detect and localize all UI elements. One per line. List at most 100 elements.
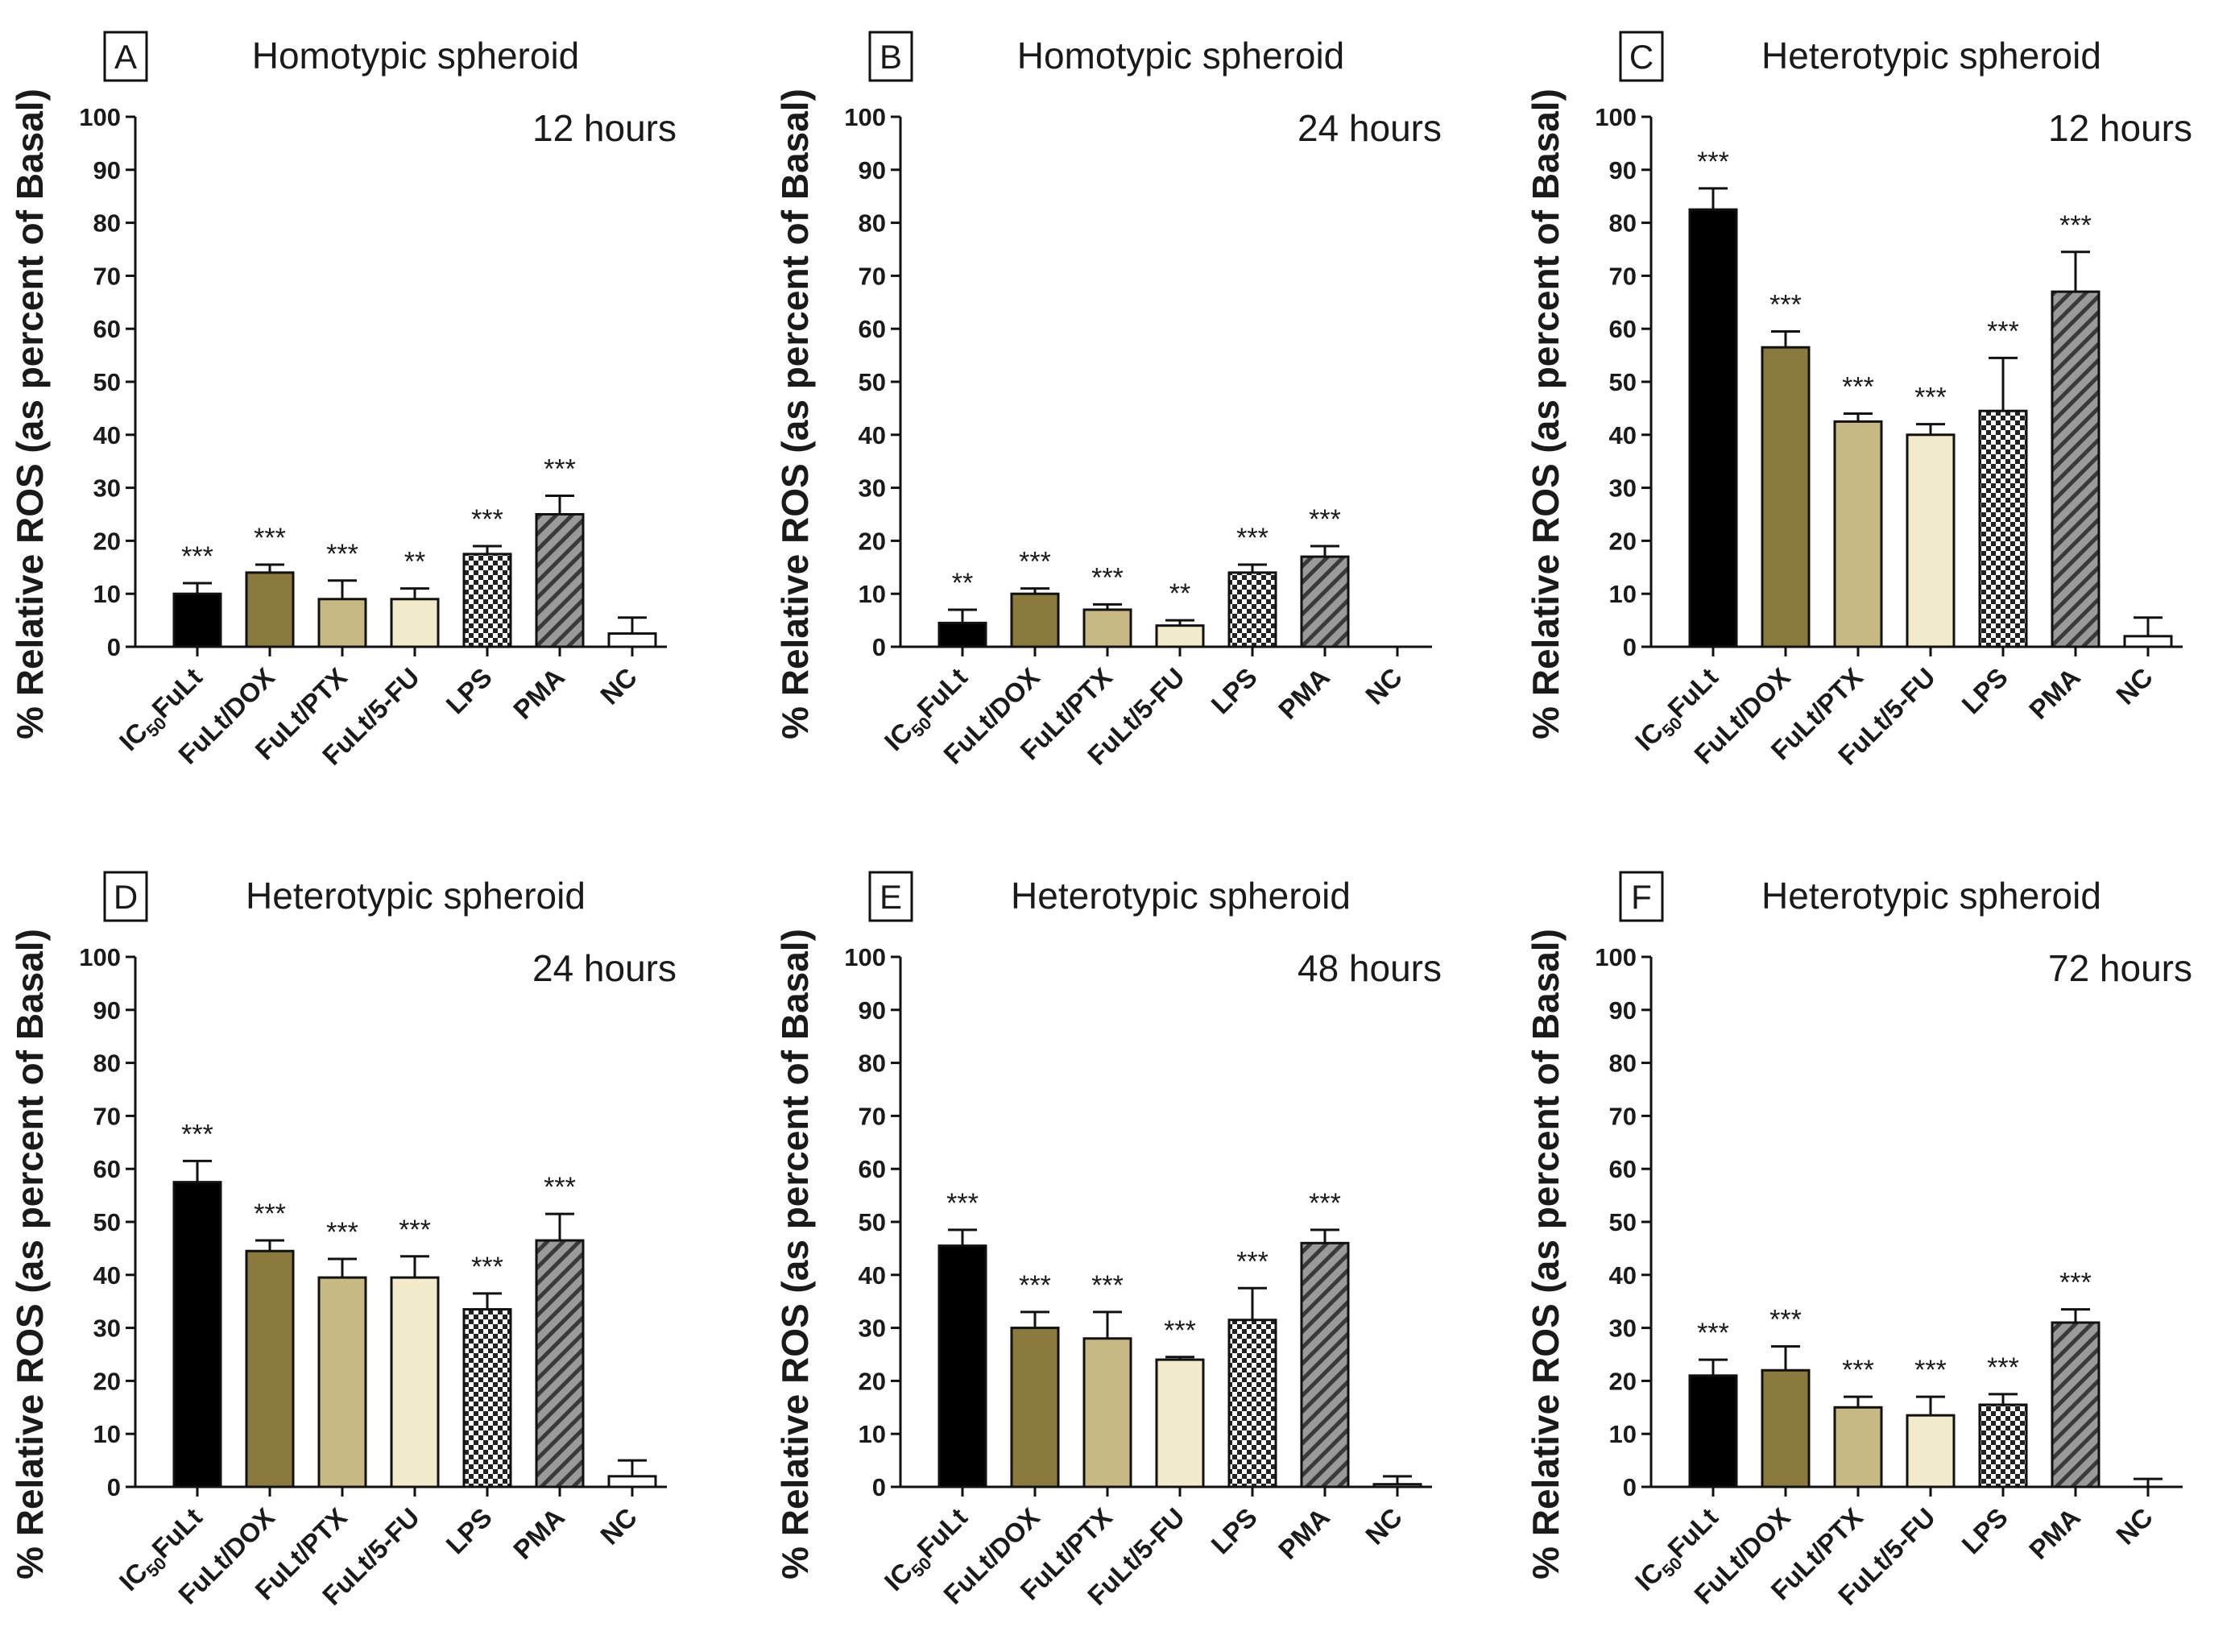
bar-fult-ptx xyxy=(317,1276,367,1488)
x-tick-label: LPS xyxy=(440,1502,498,1560)
y-tick-label: 0 xyxy=(872,633,886,661)
y-tick-label: 10 xyxy=(859,1420,886,1448)
panel-d: D Heterotypic spheroid 24 hours % Relative … xyxy=(9,871,677,1611)
y-tick-label: 70 xyxy=(1609,262,1637,290)
significance-label: *** xyxy=(1164,1315,1196,1346)
bar-nc xyxy=(607,632,657,648)
significance-label: *** xyxy=(254,1199,286,1229)
significance-label: *** xyxy=(1309,1188,1341,1219)
y-tick-label: 100 xyxy=(1595,943,1637,971)
x-tick-label: PMA xyxy=(2023,662,2086,725)
x-tick-label-main: PMA xyxy=(1273,662,1335,725)
bar-fult-ptx xyxy=(1833,1406,1883,1488)
bar-lps xyxy=(462,553,512,648)
x-tick-label: NC xyxy=(594,1502,643,1551)
panel-title: Heterotypic spheroid xyxy=(1761,875,2101,917)
y-tick-label: 100 xyxy=(1595,103,1637,131)
panel-timepoint: 12 hours xyxy=(2048,107,2192,149)
x-tick-label: LPS xyxy=(440,662,498,720)
y-axis-label: % Relative ROS (as percent of Basal) xyxy=(774,929,816,1580)
x-tick-label: NC xyxy=(1360,662,1408,710)
x-tick-label-main: NC xyxy=(2110,662,2158,710)
significance-label: *** xyxy=(1091,1270,1124,1301)
bar-fult-dox xyxy=(1010,1327,1060,1488)
panel-letter-box xyxy=(103,871,148,922)
bar-lps xyxy=(1227,571,1277,648)
significance-label: ** xyxy=(404,547,425,578)
panel-letter-box xyxy=(1619,871,1664,922)
y-tick-label: 90 xyxy=(93,996,121,1025)
y-tick-label: 40 xyxy=(859,1261,886,1290)
significance-label: *** xyxy=(2059,1268,2092,1298)
panel-letter: A xyxy=(114,38,137,76)
panel-title: Heterotypic spheroid xyxy=(1761,35,2101,77)
x-tick-label-main: NC xyxy=(1360,1502,1408,1551)
panel-title: Heterotypic spheroid xyxy=(246,875,586,917)
y-tick-label: 50 xyxy=(93,1208,121,1236)
y-tick-label: 100 xyxy=(79,103,121,131)
y-tick-label: 70 xyxy=(93,1102,121,1130)
panel-title: Homotypic spheroid xyxy=(1017,35,1345,77)
y-tick-label: 10 xyxy=(1609,580,1637,608)
significance-label: *** xyxy=(1697,1318,1729,1348)
x-tick-label-main: LPS xyxy=(1205,662,1263,720)
x-tick-label-main: PMA xyxy=(1273,1502,1335,1565)
bar-ic50fult xyxy=(1688,1374,1738,1488)
panel-title: Heterotypic spheroid xyxy=(1011,875,1351,917)
bar-ic50fult xyxy=(937,621,987,648)
y-tick-label: 60 xyxy=(1609,315,1637,343)
y-tick-label: 90 xyxy=(859,156,886,184)
significance-label: *** xyxy=(1769,289,1802,320)
y-tick-label: 20 xyxy=(93,1367,121,1395)
bar-lps xyxy=(1978,1403,2028,1488)
bar-ic50fult xyxy=(172,592,222,648)
y-tick-label: 40 xyxy=(1609,421,1637,449)
y-tick-label: 0 xyxy=(107,633,121,661)
bar-fult-5-fu xyxy=(390,1276,440,1488)
bar-nc xyxy=(1372,1483,1422,1488)
y-axis-label: % Relative ROS (as percent of Basal) xyxy=(1525,89,1567,739)
x-tick-label: LPS xyxy=(1956,1502,2014,1560)
y-tick-label: 0 xyxy=(1623,1473,1637,1501)
y-tick-label: 90 xyxy=(1609,156,1637,184)
bar-fult-5-fu xyxy=(1155,1358,1205,1488)
y-tick-label: 70 xyxy=(1609,1102,1637,1130)
y-tick-label: 30 xyxy=(93,1315,121,1343)
y-tick-label: 90 xyxy=(93,156,121,184)
y-tick-label: 80 xyxy=(93,209,121,238)
panel-timepoint: 24 hours xyxy=(532,947,677,989)
x-tick-label-main: LPS xyxy=(440,1502,498,1560)
y-axis-label: % Relative ROS (as percent of Basal) xyxy=(9,89,51,739)
panel-b: B Homotypic spheroid 24 hours % Relative RO… xyxy=(774,31,1442,771)
y-tick-label: 0 xyxy=(1623,633,1637,661)
bar-fult-ptx xyxy=(1082,608,1132,648)
x-tick-label-main: NC xyxy=(2110,1502,2158,1551)
significance-label: *** xyxy=(1769,1305,1802,1335)
y-tick-label: 20 xyxy=(1609,527,1637,555)
significance-label: *** xyxy=(2059,210,2092,241)
y-tick-label: 30 xyxy=(859,1315,886,1343)
x-tick-label: LPS xyxy=(1205,662,1263,720)
panel-timepoint: 48 hours xyxy=(1298,947,1442,989)
significance-label: *** xyxy=(254,523,286,553)
significance-label: *** xyxy=(1309,504,1341,535)
significance-label: *** xyxy=(1236,1246,1269,1277)
x-tick-label: PMA xyxy=(507,1502,570,1565)
x-tick-label-main: LPS xyxy=(1205,1502,1263,1560)
significance-label: *** xyxy=(326,539,358,569)
y-tick-label: 20 xyxy=(859,1367,886,1395)
panel-timepoint: 24 hours xyxy=(1298,107,1442,149)
bar-fult-ptx xyxy=(1082,1337,1132,1488)
x-tick-label-main: LPS xyxy=(440,662,498,720)
bar-fult-dox xyxy=(1010,592,1060,648)
x-tick-label: NC xyxy=(594,662,643,710)
x-tick-label: LPS xyxy=(1956,662,2014,720)
panel-letter: B xyxy=(880,38,902,76)
x-tick-label: NC xyxy=(1360,1502,1408,1551)
significance-label: *** xyxy=(471,504,503,535)
panel-e: E Heterotypic spheroid 48 hours % Relative … xyxy=(774,871,1442,1611)
bar-nc xyxy=(2123,635,2173,648)
bar-lps xyxy=(1227,1319,1277,1488)
y-tick-label: 80 xyxy=(93,1050,121,1078)
significance-label: *** xyxy=(326,1217,358,1248)
